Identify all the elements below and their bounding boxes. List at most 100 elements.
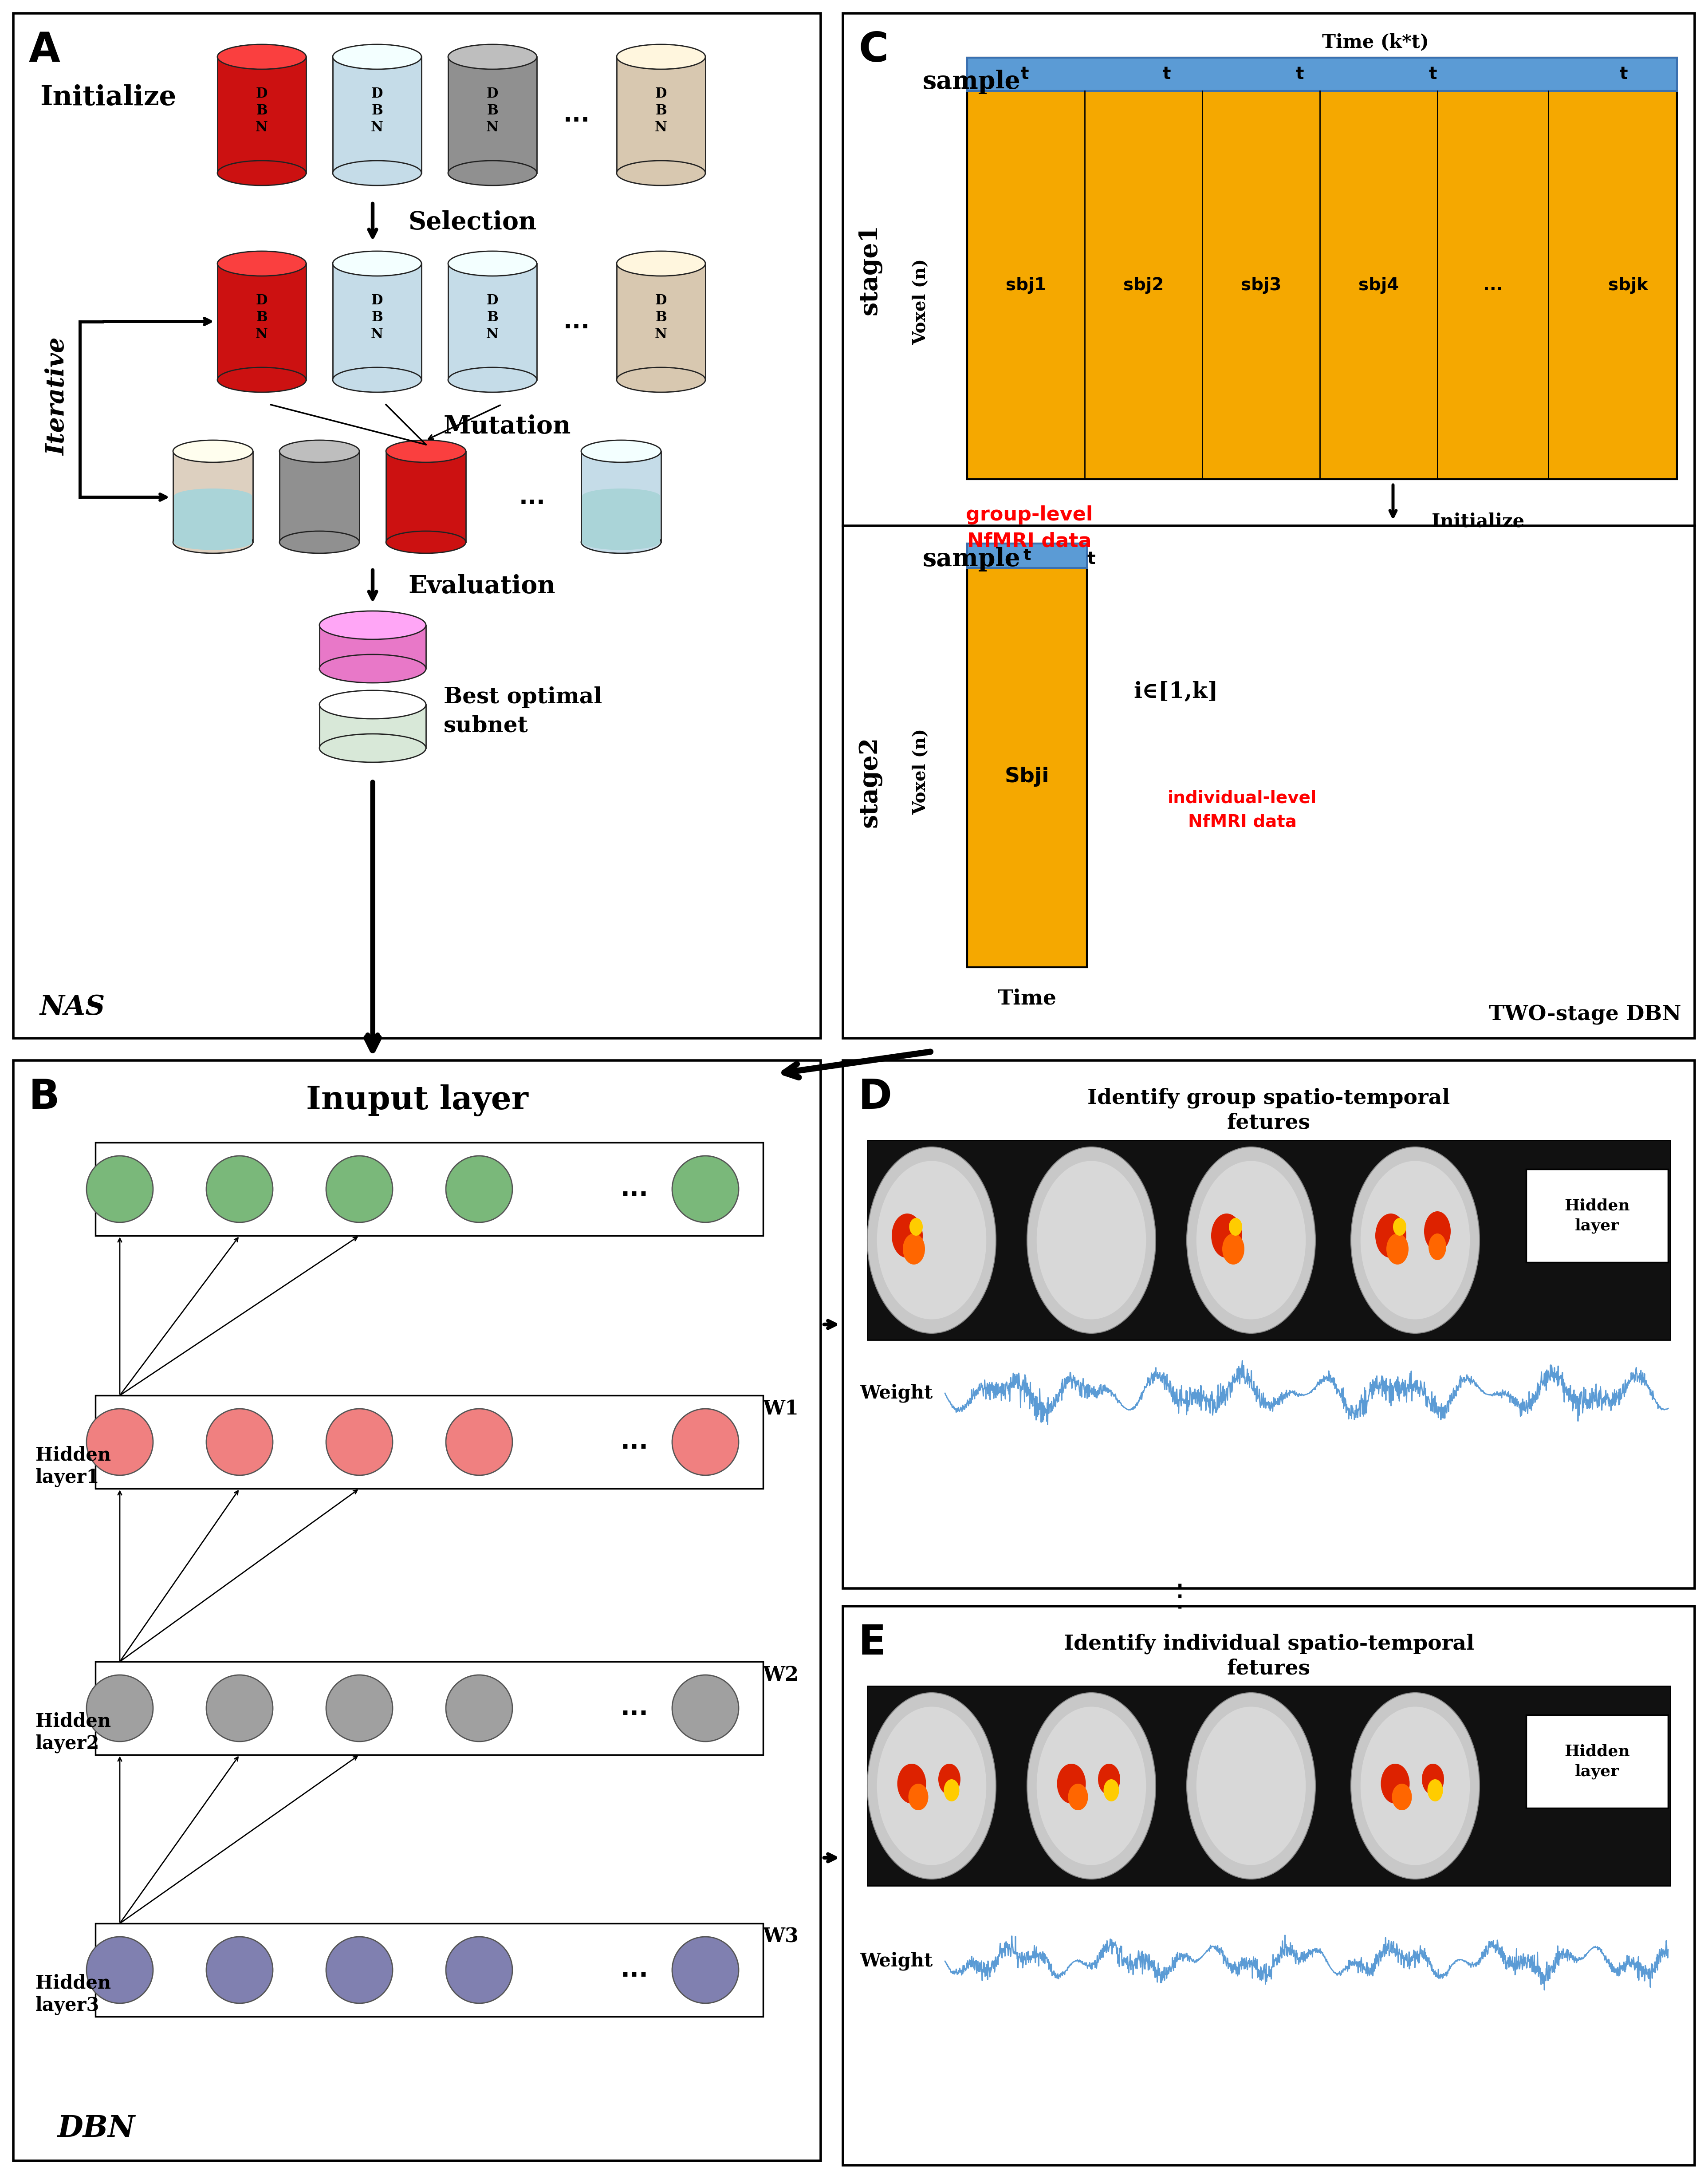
Text: layer3: layer3 [36,1997,99,2014]
Text: group-level: group-level [965,505,1093,524]
Text: Selection: Selection [408,211,536,235]
Text: DBN: DBN [58,2114,135,2142]
Bar [967,59,1677,91]
Text: C: C [859,30,888,70]
Text: layer1: layer1 [36,1468,99,1488]
Ellipse shape [617,368,705,392]
Ellipse shape [173,439,253,463]
Circle shape [207,1675,273,1742]
Text: t: t [1430,65,1436,83]
Text: Weight: Weight [859,1951,933,1971]
Circle shape [326,1409,393,1475]
Circle shape [207,1409,273,1475]
Bar [96,1923,763,2016]
Ellipse shape [1098,1764,1120,1794]
Polygon shape [447,57,536,174]
Text: W1: W1 [763,1399,799,1418]
Polygon shape [280,450,359,542]
Ellipse shape [386,531,466,552]
Text: sbjk: sbjk [1609,276,1648,294]
Ellipse shape [909,1218,922,1235]
Bar [868,1140,1670,1340]
Ellipse shape [1196,1707,1305,1866]
Circle shape [87,1936,154,2003]
Ellipse shape [319,733,425,761]
Text: Inuput layer: Inuput layer [306,1085,528,1116]
Polygon shape [319,624,425,668]
Ellipse shape [174,535,253,550]
Ellipse shape [1351,1692,1479,1879]
Text: Best optimal
subnet: Best optimal subnet [444,687,603,737]
Circle shape [446,1675,512,1742]
Text: D
B
N: D B N [487,294,499,341]
Ellipse shape [1057,1764,1086,1803]
Ellipse shape [1361,1161,1471,1320]
Text: Evaluation: Evaluation [408,574,555,598]
Polygon shape [386,450,466,542]
Ellipse shape [173,531,253,552]
Ellipse shape [1361,1707,1471,1866]
Ellipse shape [1223,1233,1245,1264]
Text: sbj3: sbj3 [1242,276,1281,294]
Text: TWO-stage DBN: TWO-stage DBN [1489,1005,1681,1024]
Ellipse shape [1394,1218,1406,1235]
Bar [967,544,1086,968]
Polygon shape [319,705,425,748]
Bar [14,1061,822,2160]
Ellipse shape [1392,1784,1413,1810]
Ellipse shape [582,535,659,550]
Text: Initialize: Initialize [39,85,176,111]
Ellipse shape [897,1764,926,1803]
Ellipse shape [280,531,359,552]
Text: ...: ... [519,485,545,509]
Text: E: E [859,1623,886,1664]
Text: fetures: fetures [1226,1657,1310,1679]
Bar [844,1605,1694,2166]
Text: D
B
N: D B N [654,294,668,341]
Text: D
B
N: D B N [256,87,268,135]
Ellipse shape [333,368,422,392]
Ellipse shape [1228,1218,1242,1235]
Bar [967,544,1086,568]
Ellipse shape [617,44,705,70]
Text: W2: W2 [762,1666,799,1683]
Circle shape [326,1675,393,1742]
Ellipse shape [319,611,425,639]
Ellipse shape [280,439,359,463]
Text: Hidden
layer: Hidden layer [1565,1198,1629,1233]
Bar [967,59,1677,478]
Ellipse shape [868,1146,996,1333]
Ellipse shape [1424,1211,1450,1251]
Ellipse shape [581,531,661,552]
Ellipse shape [1037,1161,1146,1320]
Circle shape [326,1936,393,2003]
Text: Sbji: Sbji [1004,766,1049,787]
Circle shape [446,1155,512,1222]
Ellipse shape [938,1764,960,1794]
Text: W3: W3 [762,1927,799,1947]
Ellipse shape [582,489,659,505]
Polygon shape [617,263,705,381]
Ellipse shape [1375,1214,1406,1257]
Ellipse shape [1428,1779,1443,1801]
Text: sbj1: sbj1 [1006,276,1047,294]
Circle shape [673,1409,738,1475]
Polygon shape [581,450,661,542]
Ellipse shape [1103,1779,1119,1801]
Text: sbj4: sbj4 [1358,276,1399,294]
Ellipse shape [447,161,536,185]
Ellipse shape [447,368,536,392]
Text: NAS: NAS [39,994,106,1020]
Ellipse shape [319,655,425,683]
Ellipse shape [217,44,306,70]
Ellipse shape [1037,1707,1146,1866]
Ellipse shape [174,489,253,505]
Ellipse shape [892,1214,922,1257]
Ellipse shape [1428,1233,1447,1259]
Text: ...: ... [564,309,589,333]
Circle shape [673,1155,738,1222]
Ellipse shape [909,1784,929,1810]
Text: ...: ... [564,102,589,126]
Polygon shape [173,450,253,542]
Text: stage1: stage1 [857,224,881,315]
